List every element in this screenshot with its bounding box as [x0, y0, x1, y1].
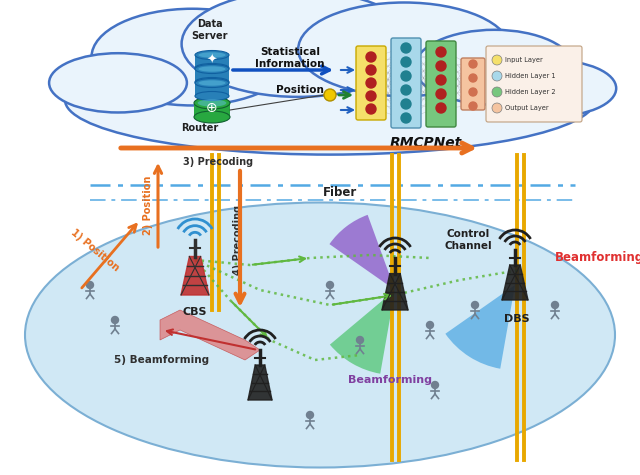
Circle shape	[426, 322, 433, 329]
Text: DBS: DBS	[504, 314, 530, 324]
Circle shape	[111, 316, 118, 323]
Circle shape	[492, 103, 502, 113]
Circle shape	[469, 88, 477, 96]
Polygon shape	[248, 365, 272, 400]
Text: 1) Position: 1) Position	[69, 227, 121, 273]
FancyBboxPatch shape	[356, 46, 386, 120]
FancyBboxPatch shape	[426, 41, 456, 127]
Text: 2) Position: 2) Position	[143, 175, 153, 235]
Circle shape	[356, 336, 364, 343]
Polygon shape	[181, 256, 209, 295]
FancyBboxPatch shape	[391, 38, 421, 128]
Circle shape	[366, 78, 376, 88]
Ellipse shape	[195, 77, 229, 86]
Ellipse shape	[195, 50, 229, 59]
Circle shape	[436, 103, 446, 113]
Circle shape	[401, 113, 411, 123]
Ellipse shape	[489, 60, 616, 116]
Text: 3) Precoding: 3) Precoding	[183, 157, 253, 167]
Ellipse shape	[195, 64, 229, 73]
Ellipse shape	[198, 80, 226, 86]
Text: Position: Position	[276, 85, 324, 95]
Circle shape	[401, 99, 411, 109]
Polygon shape	[382, 274, 408, 310]
Ellipse shape	[195, 92, 229, 101]
Ellipse shape	[195, 65, 229, 74]
Polygon shape	[502, 265, 528, 300]
Text: 5) Beamforming: 5) Beamforming	[115, 355, 209, 365]
Ellipse shape	[25, 202, 615, 467]
Text: Input Layer: Input Layer	[505, 57, 543, 63]
Text: Data
Server: Data Server	[192, 19, 228, 41]
Ellipse shape	[415, 30, 574, 104]
Ellipse shape	[65, 46, 595, 154]
Text: Router: Router	[181, 123, 219, 133]
Ellipse shape	[298, 2, 510, 96]
Circle shape	[86, 282, 93, 288]
Circle shape	[436, 89, 446, 99]
Ellipse shape	[49, 53, 187, 113]
Wedge shape	[445, 285, 515, 369]
Circle shape	[552, 302, 559, 308]
Ellipse shape	[195, 78, 229, 87]
Ellipse shape	[92, 9, 293, 105]
Circle shape	[401, 85, 411, 95]
Ellipse shape	[182, 0, 415, 97]
Circle shape	[492, 87, 502, 97]
Ellipse shape	[198, 52, 226, 57]
Text: RMCPNet: RMCPNet	[390, 136, 462, 150]
Circle shape	[436, 47, 446, 57]
Wedge shape	[330, 215, 395, 290]
Text: Beamforming: Beamforming	[348, 375, 432, 385]
Circle shape	[431, 381, 438, 389]
Wedge shape	[330, 290, 395, 374]
Text: Hidden Layer 1: Hidden Layer 1	[505, 73, 556, 79]
Circle shape	[366, 91, 376, 101]
Circle shape	[366, 52, 376, 62]
Text: CBS: CBS	[183, 307, 207, 317]
Circle shape	[472, 302, 479, 308]
Ellipse shape	[194, 111, 230, 123]
Bar	[194, 103, 230, 117]
Text: Hidden Layer 2: Hidden Layer 2	[505, 89, 556, 95]
Circle shape	[366, 104, 376, 114]
Circle shape	[401, 71, 411, 81]
Bar	[195, 69, 229, 82]
Text: ✦: ✦	[207, 54, 217, 67]
FancyBboxPatch shape	[486, 46, 582, 122]
Circle shape	[326, 282, 333, 288]
Bar	[195, 55, 229, 68]
Ellipse shape	[198, 66, 226, 72]
Bar	[195, 83, 229, 96]
Circle shape	[401, 57, 411, 67]
Text: 4) Precoding: 4) Precoding	[233, 205, 243, 275]
Circle shape	[469, 60, 477, 68]
Text: Statistical
Information: Statistical Information	[255, 47, 324, 69]
Text: ⊕: ⊕	[206, 101, 218, 115]
Circle shape	[307, 411, 314, 418]
Circle shape	[401, 43, 411, 53]
Circle shape	[469, 102, 477, 110]
Circle shape	[366, 65, 376, 75]
Circle shape	[469, 74, 477, 82]
Circle shape	[492, 55, 502, 65]
FancyBboxPatch shape	[461, 58, 485, 110]
Text: Beamforming: Beamforming	[555, 251, 640, 265]
Text: Fiber: Fiber	[323, 186, 357, 199]
Circle shape	[492, 71, 502, 81]
Circle shape	[324, 89, 336, 101]
Circle shape	[436, 75, 446, 85]
Text: Output Layer: Output Layer	[505, 105, 548, 111]
Polygon shape	[160, 310, 260, 360]
Circle shape	[436, 61, 446, 71]
Text: Control
Channel: Control Channel	[444, 229, 492, 251]
Ellipse shape	[194, 97, 230, 109]
Ellipse shape	[198, 99, 227, 106]
